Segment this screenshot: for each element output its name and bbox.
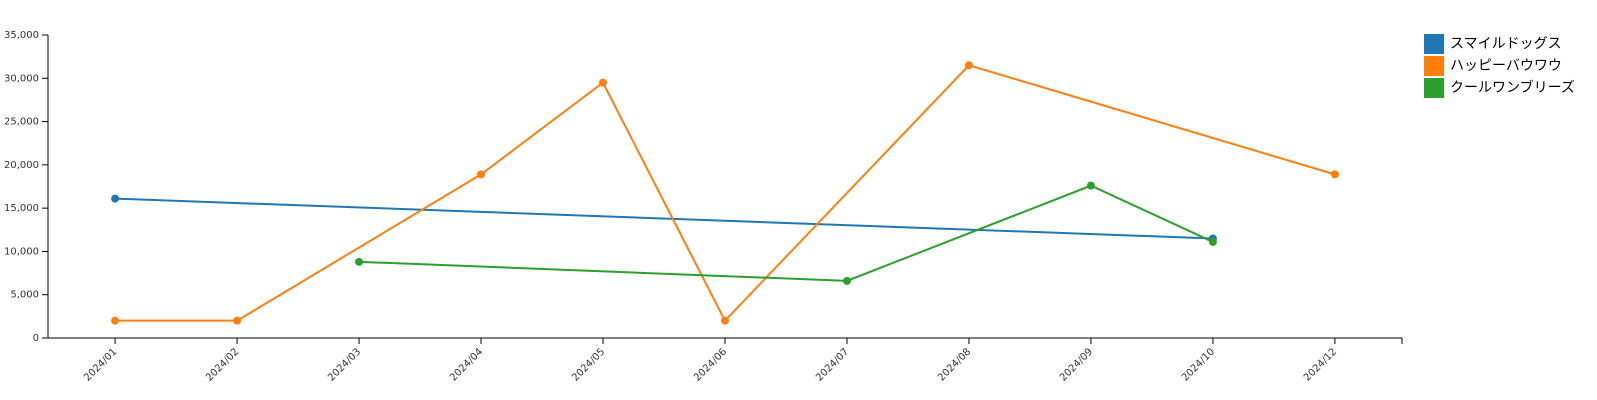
point — [964, 61, 973, 70]
x-tick-label: 2024/10 — [1180, 346, 1217, 383]
x-tick-label: 2024/01 — [82, 346, 119, 383]
y-tick-label: 35,000 — [4, 30, 39, 41]
y-tick-label: 10,000 — [4, 246, 39, 257]
x-tick-label: 2024/06 — [692, 346, 729, 383]
legend-swatch — [1424, 34, 1444, 54]
x-tick-label: 2024/05 — [570, 346, 607, 383]
y-tick-label: 5,000 — [10, 290, 39, 301]
point — [1208, 237, 1217, 246]
x-tick-label: 2024/07 — [814, 346, 851, 383]
legend-label: ハッピーバウワウ — [1450, 58, 1562, 74]
point — [111, 316, 120, 325]
line — [115, 197, 1213, 240]
x-tick-label: 2024/03 — [326, 346, 363, 383]
x-tick-label: 2024/12 — [1302, 346, 1339, 383]
point — [233, 316, 242, 325]
point — [477, 170, 486, 179]
x-tick-label: 2024/09 — [1058, 346, 1095, 383]
y-tick-label: 25,000 — [4, 117, 39, 128]
point — [355, 257, 364, 266]
y-tick-label: 15,000 — [4, 203, 39, 214]
legend-label: スマイルドッグス — [1450, 36, 1562, 52]
legend-swatch — [1424, 78, 1444, 98]
y-tick-label: 20,000 — [4, 160, 39, 171]
x-tick-label: 2024/04 — [448, 346, 485, 383]
point — [842, 276, 851, 285]
line — [115, 64, 1336, 323]
legend-label: クールワンブリーズ — [1450, 79, 1575, 96]
x-tick-label: 2024/02 — [204, 346, 241, 383]
point — [721, 316, 729, 325]
y-tick-label: 0 — [33, 333, 39, 344]
point — [599, 78, 608, 87]
point — [1330, 170, 1339, 179]
y-tick-label: 30,000 — [4, 73, 39, 84]
point — [1086, 181, 1095, 190]
line — [359, 184, 1214, 282]
x-tick-label: 2024/08 — [936, 346, 973, 383]
point — [111, 194, 120, 203]
legend-swatch — [1424, 56, 1444, 76]
